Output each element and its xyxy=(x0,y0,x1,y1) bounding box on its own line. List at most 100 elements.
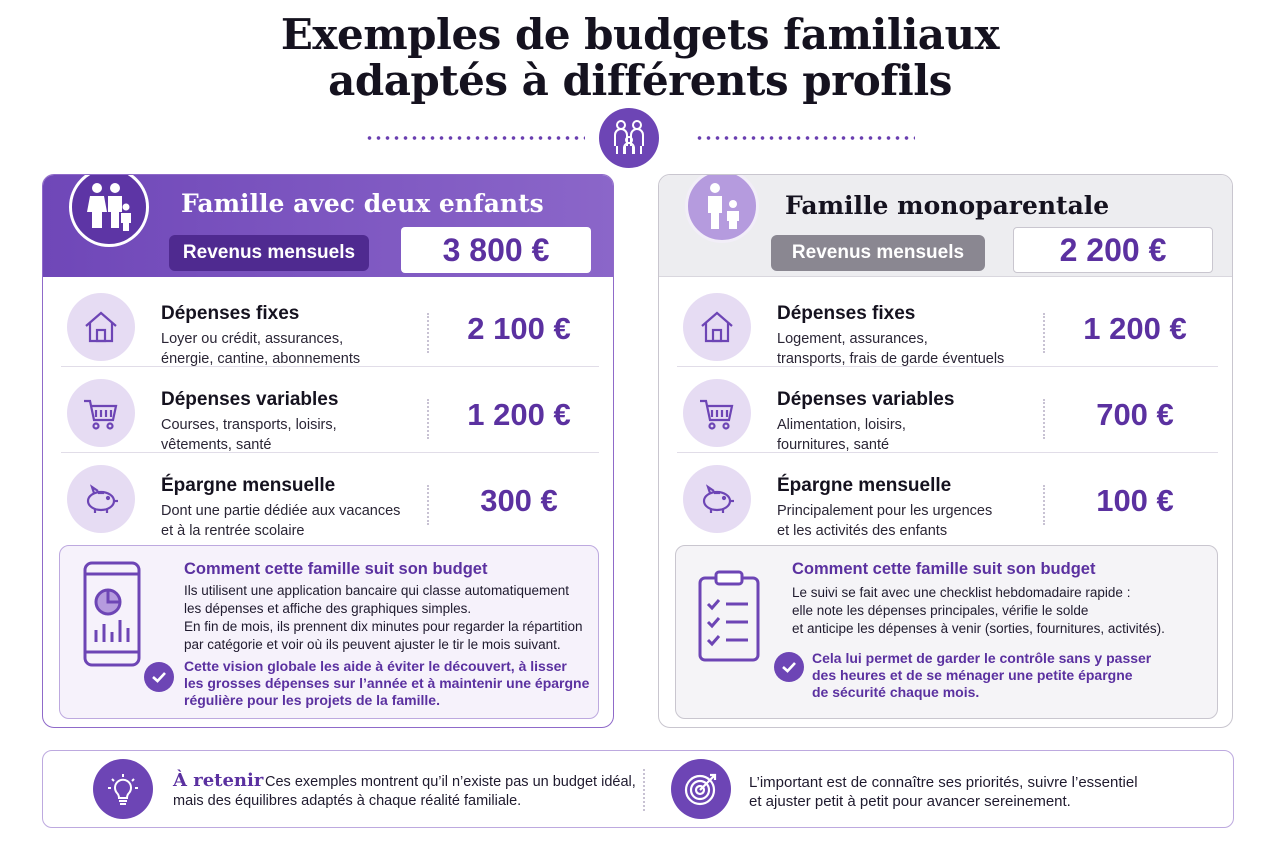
row-desc-line2: vêtements, santé xyxy=(161,437,272,453)
tracking-line: elle note les dépenses principales, véri… xyxy=(792,603,1089,618)
row-value: 100 € xyxy=(1096,483,1174,518)
key-takeaway-box: À retenir Ces exemples montrent qu’il n’… xyxy=(42,750,1234,828)
budget-row-fixed: Dépenses fixes Loyer ou crédit, assuranc… xyxy=(61,283,599,367)
piggy-bank-icon xyxy=(683,465,751,533)
budget-row-savings: Épargne mensuelle Dont une partie dédiée… xyxy=(61,455,599,539)
family-with-two-children-icon xyxy=(69,175,149,247)
tracking-conclusion: Cette vision globale les aide à éviter l… xyxy=(184,658,604,709)
conclusion-line: Cette vision globale les aide à éviter l… xyxy=(184,658,567,674)
budget-card-single-parent: Famille monoparentale Revenus mensuels 2… xyxy=(658,174,1233,728)
row-value: 1 200 € xyxy=(1083,311,1187,346)
card-header: Famille monoparentale Revenus mensuels 2… xyxy=(659,175,1232,277)
row-description: Principalement pour les urgences et les … xyxy=(777,501,1047,541)
row-title: Dépenses fixes xyxy=(161,303,300,324)
row-separator xyxy=(1043,485,1045,525)
row-desc-line1: Dont une partie dédiée aux vacances xyxy=(161,503,401,519)
row-title: Épargne mensuelle xyxy=(777,475,952,496)
clipboard-checklist-icon xyxy=(696,568,762,669)
house-icon xyxy=(67,293,135,361)
tracking-text: Ils utilisent une application bancaire q… xyxy=(184,582,604,654)
tracking-conclusion: Cela lui permet de garder le contrôle sa… xyxy=(812,650,1222,701)
tracking-line: les dépenses et affiche des graphiques s… xyxy=(184,601,472,616)
row-title: Épargne mensuelle xyxy=(161,475,336,496)
row-separator xyxy=(427,313,429,353)
row-desc-line2: énergie, cantine, abonnements xyxy=(161,351,361,367)
row-desc-line1: Loyer ou crédit, assurances, xyxy=(161,331,344,347)
tracking-text: Le suivi se fait avec une checklist hebd… xyxy=(792,584,1222,638)
row-desc-line2: et les activités des enfants xyxy=(777,523,948,539)
house-icon xyxy=(683,293,751,361)
takeaway-separator xyxy=(643,769,645,811)
page-title-line2: adaptés à différents profils xyxy=(328,56,952,105)
row-separator xyxy=(427,399,429,439)
tracking-title: Comment cette famille suit son budget xyxy=(792,560,1096,578)
page-title: Exemples de budgets familiaux adaptés à … xyxy=(0,12,1280,104)
budget-row-fixed: Dépenses fixes Logement, assurances, tra… xyxy=(677,283,1218,367)
takeaway-line: Ces exemples montrent qu’il n’existe pas… xyxy=(265,774,636,790)
budget-card-two-children: Famille avec deux enfants Revenus mensue… xyxy=(42,174,614,728)
conclusion-line: Cela lui permet de garder le contrôle sa… xyxy=(812,650,1152,666)
row-description: Loyer ou crédit, assurances, énergie, ca… xyxy=(161,329,431,369)
row-separator xyxy=(1043,313,1045,353)
row-desc-line1: Courses, transports, loisirs, xyxy=(161,417,337,433)
tracking-box: Comment cette famille suit son budget Le… xyxy=(675,545,1218,719)
takeaway-text-1: Ces exemples montrent qu’il n’existe pas… xyxy=(173,773,643,811)
takeaway-heading: À retenir xyxy=(173,770,264,791)
tracking-line: Ils utilisent une application bancaire q… xyxy=(184,583,569,598)
revenue-value: 3 800 € xyxy=(401,227,591,273)
row-title: Dépenses variables xyxy=(777,389,955,410)
tracking-line: par catégorie et voir où ils peuvent aju… xyxy=(184,637,561,652)
row-desc-line1: Logement, assurances, xyxy=(777,331,928,347)
revenue-label: Revenus mensuels xyxy=(771,235,985,271)
revenue-label: Revenus mensuels xyxy=(169,235,369,271)
card-title: Famille avec deux enfants xyxy=(181,189,544,218)
shopping-cart-icon xyxy=(683,379,751,447)
tracking-line: Le suivi se fait avec une checklist hebd… xyxy=(792,585,1131,600)
row-separator xyxy=(427,485,429,525)
dotted-line-left xyxy=(365,135,585,141)
card-header: Famille avec deux enfants Revenus mensue… xyxy=(43,175,613,277)
row-title: Dépenses fixes xyxy=(777,303,916,324)
dotted-line-right xyxy=(695,135,915,141)
conclusion-line: les grosses dépenses sur l’année et à ma… xyxy=(184,675,590,691)
page-title-line1: Exemples de budgets familiaux xyxy=(280,10,1000,59)
checkmark-icon xyxy=(144,662,174,692)
conclusion-line: régulière pour les projets de la famille… xyxy=(184,692,440,708)
row-desc-line2: fournitures, santé xyxy=(777,437,890,453)
row-value: 700 € xyxy=(1096,397,1174,432)
family-icon xyxy=(599,108,659,168)
row-separator xyxy=(1043,399,1045,439)
row-description: Courses, transports, loisirs, vêtements,… xyxy=(161,415,431,455)
tracking-line: En fin de mois, ils prennent dix minutes… xyxy=(184,619,583,634)
row-value: 1 200 € xyxy=(467,397,571,432)
smartphone-chart-icon xyxy=(82,560,142,673)
takeaway-line: L’important est de connaître ses priorit… xyxy=(749,774,1138,791)
conclusion-line: des heures et de se ménager une petite é… xyxy=(812,667,1133,683)
title-divider xyxy=(365,108,915,168)
takeaway-line: mais des équilibres adaptés à chaque réa… xyxy=(173,793,522,809)
card-title: Famille monoparentale xyxy=(785,191,1110,220)
row-desc-line2: et à la rentrée scolaire xyxy=(161,523,305,539)
row-desc-line2: transports, frais de garde éventuels xyxy=(777,351,1005,367)
row-value: 2 100 € xyxy=(467,311,571,346)
tracking-line: et anticipe les dépenses à venir (sortie… xyxy=(792,621,1165,636)
row-description: Alimentation, loisirs, fournitures, sant… xyxy=(777,415,1047,455)
lightbulb-icon xyxy=(93,759,153,819)
row-description: Dont une partie dédiée aux vacances et à… xyxy=(161,501,431,541)
tracking-box: Comment cette famille suit son budget Il… xyxy=(59,545,599,719)
row-desc-line1: Alimentation, loisirs, xyxy=(777,417,906,433)
revenue-value: 2 200 € xyxy=(1013,227,1213,273)
tracking-title: Comment cette famille suit son budget xyxy=(184,560,488,578)
parent-and-child-icon xyxy=(685,175,759,243)
row-description: Logement, assurances, transports, frais … xyxy=(777,329,1047,369)
piggy-bank-icon xyxy=(67,465,135,533)
shopping-cart-icon xyxy=(67,379,135,447)
row-desc-line1: Principalement pour les urgences xyxy=(777,503,993,519)
takeaway-line: et ajuster petit à petit pour avancer se… xyxy=(749,793,1071,810)
takeaway-text-2: L’important est de connaître ses priorit… xyxy=(749,773,1209,811)
target-icon xyxy=(671,759,731,819)
checkmark-icon xyxy=(774,652,804,682)
budget-row-savings: Épargne mensuelle Principalement pour le… xyxy=(677,455,1218,539)
row-value: 300 € xyxy=(480,483,558,518)
budget-row-variable: Dépenses variables Alimentation, loisirs… xyxy=(677,369,1218,453)
